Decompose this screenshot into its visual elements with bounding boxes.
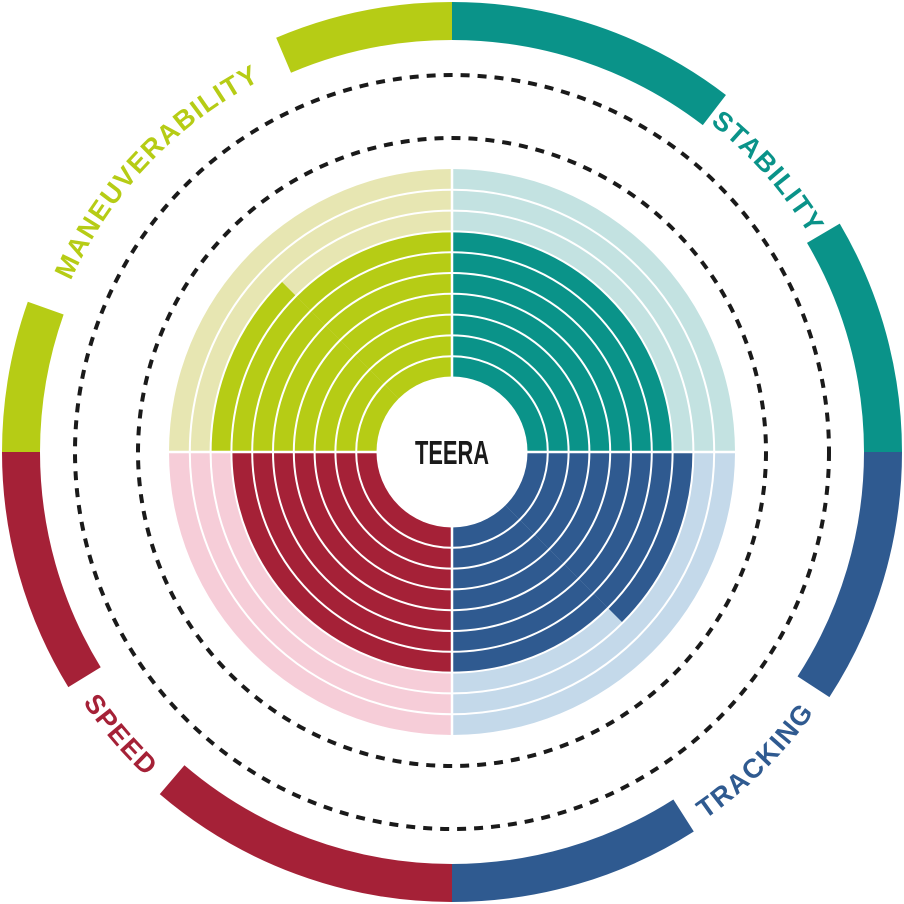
category-label-text-speed: SPEED [78, 688, 162, 781]
outer-arc-maneuverability-2 [276, 2, 453, 73]
category-label-text-maneuverability: MANEUVERABILITY [49, 59, 263, 284]
outer-arc-speed-2 [2, 451, 101, 688]
category-label-text-tracking: TRACKING [691, 697, 818, 824]
outer-arc-tracking-1 [797, 451, 902, 698]
dashed-guides-layer [73, 73, 831, 831]
ring-fill-stability-seg1 [452, 231, 673, 452]
center-label: TEERA [415, 434, 489, 471]
category-label-speed: SPEED [78, 688, 164, 781]
category-label-text-stability: STABILITY [706, 105, 828, 239]
outer-arc-stability-1 [451, 2, 726, 126]
center-hole [376, 376, 528, 528]
category-label-tracking: TRACKING [691, 697, 820, 824]
outer-arc-speed-1 [159, 765, 453, 902]
ring-separators-layer [168, 168, 736, 736]
category-label-maneuverability: MANEUVERABILITY [49, 59, 264, 284]
outer-arc-maneuverability-1 [2, 301, 64, 453]
category-label-stability: STABILITY [706, 105, 830, 239]
outer-arc-tracking-2 [451, 799, 694, 902]
dashed-guide-circle [136, 136, 768, 768]
dashed-guide-circle [73, 73, 831, 831]
outer-arc-stability-2 [806, 223, 902, 453]
ring-fill-speed-seg1 [231, 452, 452, 673]
